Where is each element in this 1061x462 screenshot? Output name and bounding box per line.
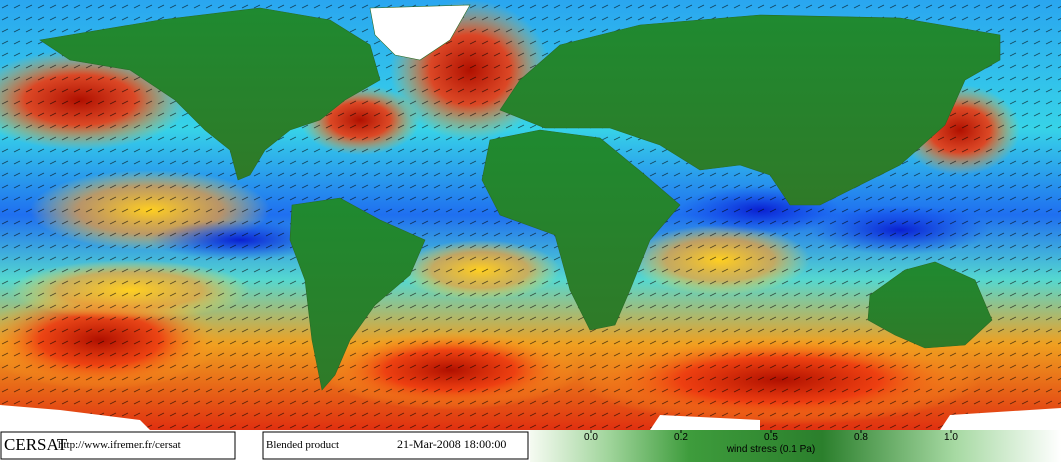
eurasia	[499, 14, 1001, 206]
south-america	[289, 197, 426, 391]
colorbar-tick-label: 0.0	[584, 432, 598, 443]
source-url: http://www.ifremer.fr/cersat	[58, 439, 181, 451]
colorbar-tick-label: 1.0	[944, 432, 958, 443]
footer: CERSAT http://www.ifremer.fr/cersat Blen…	[0, 430, 1061, 462]
colorbar-ticks: 0.0 0.2 0.5 0.8 1.0	[584, 430, 958, 443]
africa	[481, 129, 681, 331]
date-time: 21-Mar-2008 18:00:00	[397, 437, 506, 451]
antarctic-ice	[0, 405, 1061, 430]
product-name: Blended product	[266, 439, 339, 451]
colorbar-tick-label: 0.5	[764, 432, 778, 443]
product-box	[262, 431, 529, 460]
colorbar-label: wind stress (0.1 Pa)	[726, 444, 815, 455]
map-area	[0, 0, 1061, 430]
logo: CERSAT	[4, 435, 68, 454]
colorbar-tick-label: 0.8	[854, 432, 868, 443]
colorbar	[530, 430, 1061, 462]
australia	[867, 261, 993, 349]
north-america	[39, 7, 381, 181]
colorbar-tick-label: 0.2	[674, 432, 688, 443]
source-box	[0, 431, 236, 460]
greenland	[369, 4, 471, 61]
